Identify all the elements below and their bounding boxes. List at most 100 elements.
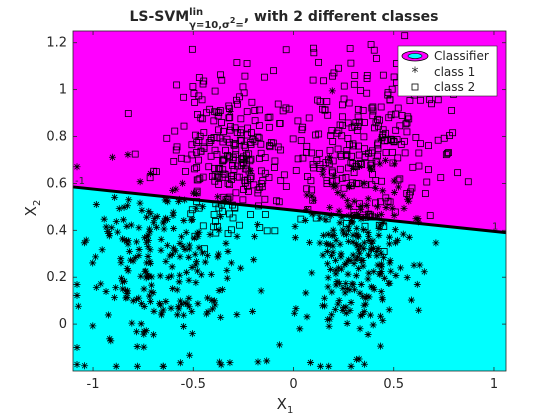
class-1-point: [185, 245, 193, 253]
class-2-point: [240, 186, 247, 193]
class-2-point: [350, 80, 358, 88]
class-1-point: [364, 228, 372, 236]
class-2-point: [215, 181, 223, 188]
class-1-point: [222, 239, 230, 247]
class-2-point: [271, 227, 279, 235]
class-1-point: [219, 286, 227, 294]
legend-item-class-1: * class 1: [412, 65, 476, 81]
class-1-point: [112, 284, 120, 292]
class-1-point: [328, 311, 336, 319]
class-2-point: [335, 64, 342, 72]
class-1-point: [133, 238, 141, 246]
class-1-point: [372, 184, 380, 192]
class-1-point: [73, 344, 81, 352]
class-2-point: [405, 191, 413, 199]
class-2-point: [379, 130, 387, 138]
class-1-point: [397, 264, 405, 272]
title-tail: , with 2 different classes: [244, 9, 439, 25]
class-2-point: [206, 105, 214, 113]
class-1-point: [355, 210, 363, 218]
class-1-point: [359, 292, 367, 300]
class-1-point: [356, 289, 364, 297]
class-1-point: [174, 303, 182, 311]
class-2-point: [417, 140, 424, 148]
class-1-point: [392, 271, 400, 279]
class-1-point: [185, 303, 193, 311]
class-1-point: [365, 236, 373, 244]
class-1-point: [390, 177, 398, 185]
class-2-point: [265, 174, 273, 181]
class-1-point: [346, 286, 354, 294]
class-2-point: [329, 138, 337, 145]
class-2-point: [241, 143, 249, 151]
class-2-point: [213, 223, 221, 230]
class-1-point: [339, 284, 347, 292]
class-1-point: [324, 230, 332, 238]
class-1-point: [320, 294, 328, 302]
class-2-point: [199, 173, 207, 181]
class-2-point: [150, 167, 158, 175]
class-1-point: [157, 235, 165, 243]
class-2-point: [392, 110, 399, 118]
class-1-point: [180, 217, 188, 225]
class-1-point: [92, 253, 100, 261]
class-1-point: [162, 297, 170, 305]
class-2-point: [310, 44, 317, 52]
class-2-point: [218, 76, 226, 84]
class-2-point: [363, 72, 371, 79]
class-1-point: [373, 252, 381, 260]
class-2-point: [345, 99, 353, 107]
class-1-point: [344, 270, 352, 278]
class-1-point: [207, 270, 215, 278]
class-1-point: [249, 307, 257, 315]
class-1-point: [376, 160, 384, 168]
class-2-point: [191, 99, 199, 106]
class-1-point: [357, 215, 365, 223]
y-tick-label: 0.6: [46, 176, 67, 191]
class-2-point: [310, 49, 318, 57]
class-2-point: [396, 175, 404, 183]
class-2-point: [343, 220, 350, 227]
class-1-point: [181, 299, 189, 307]
class-1-point: [324, 316, 332, 324]
class-1-point: [168, 263, 176, 271]
class-1-point: [120, 203, 128, 211]
class-1-point: [355, 246, 363, 254]
class-1-point: [147, 298, 155, 306]
class-1-point: [191, 250, 199, 258]
class-1-point: [122, 294, 130, 302]
class-2-point: [371, 124, 378, 132]
class-1-point: [369, 321, 377, 329]
class-2-point: [282, 46, 290, 54]
class-2-point: [280, 171, 288, 179]
class-2-point: [243, 131, 251, 139]
class-2-point: [297, 215, 305, 223]
class-1-point: [150, 331, 158, 339]
class-2-point: [434, 96, 442, 104]
class-2-point: [244, 187, 252, 195]
class-2-point: [261, 195, 269, 203]
class-1-point: [316, 362, 324, 370]
class-1-point: [144, 231, 152, 239]
class-2-point: [194, 111, 201, 118]
class-1-point: [206, 231, 214, 239]
class-1-point: [352, 355, 360, 363]
class-2-point: [309, 161, 317, 168]
class-2-point: [448, 107, 455, 114]
class-2-point: [193, 139, 201, 147]
class-2-point: [329, 169, 337, 177]
class-1-point: [159, 362, 167, 370]
class-1-point: [340, 304, 348, 312]
class-2-point: [305, 114, 313, 122]
class-2-point: [428, 100, 435, 108]
class-2-point: [226, 193, 234, 201]
class-2-point: [257, 167, 265, 175]
boundary-annotation-left: -1: [75, 176, 85, 187]
class-1-point: [162, 257, 170, 265]
class-1-point: [374, 212, 382, 220]
class-1-point: [366, 311, 374, 319]
class-1-point: [403, 195, 411, 203]
class-2-point: [374, 141, 381, 149]
class-1-point: [125, 247, 133, 255]
class-1-point: [382, 204, 390, 212]
